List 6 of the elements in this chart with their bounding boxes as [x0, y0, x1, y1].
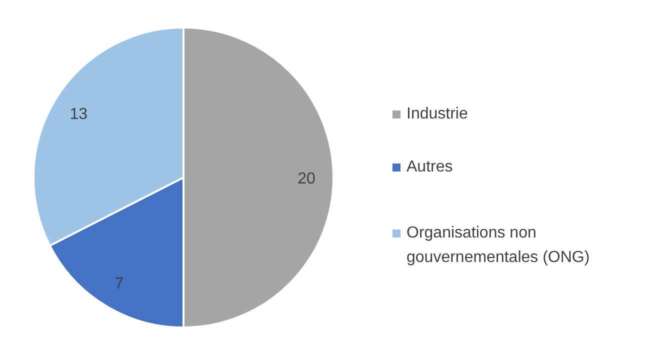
data-label: 13	[70, 106, 88, 124]
legend-label: Autres	[406, 158, 453, 176]
data-label: 20	[298, 170, 316, 188]
legend-label: Industrie	[406, 106, 468, 122]
data-label: 7	[114, 275, 124, 292]
legend-label: Organisations non gouvernementales (ONG)	[406, 224, 590, 266]
